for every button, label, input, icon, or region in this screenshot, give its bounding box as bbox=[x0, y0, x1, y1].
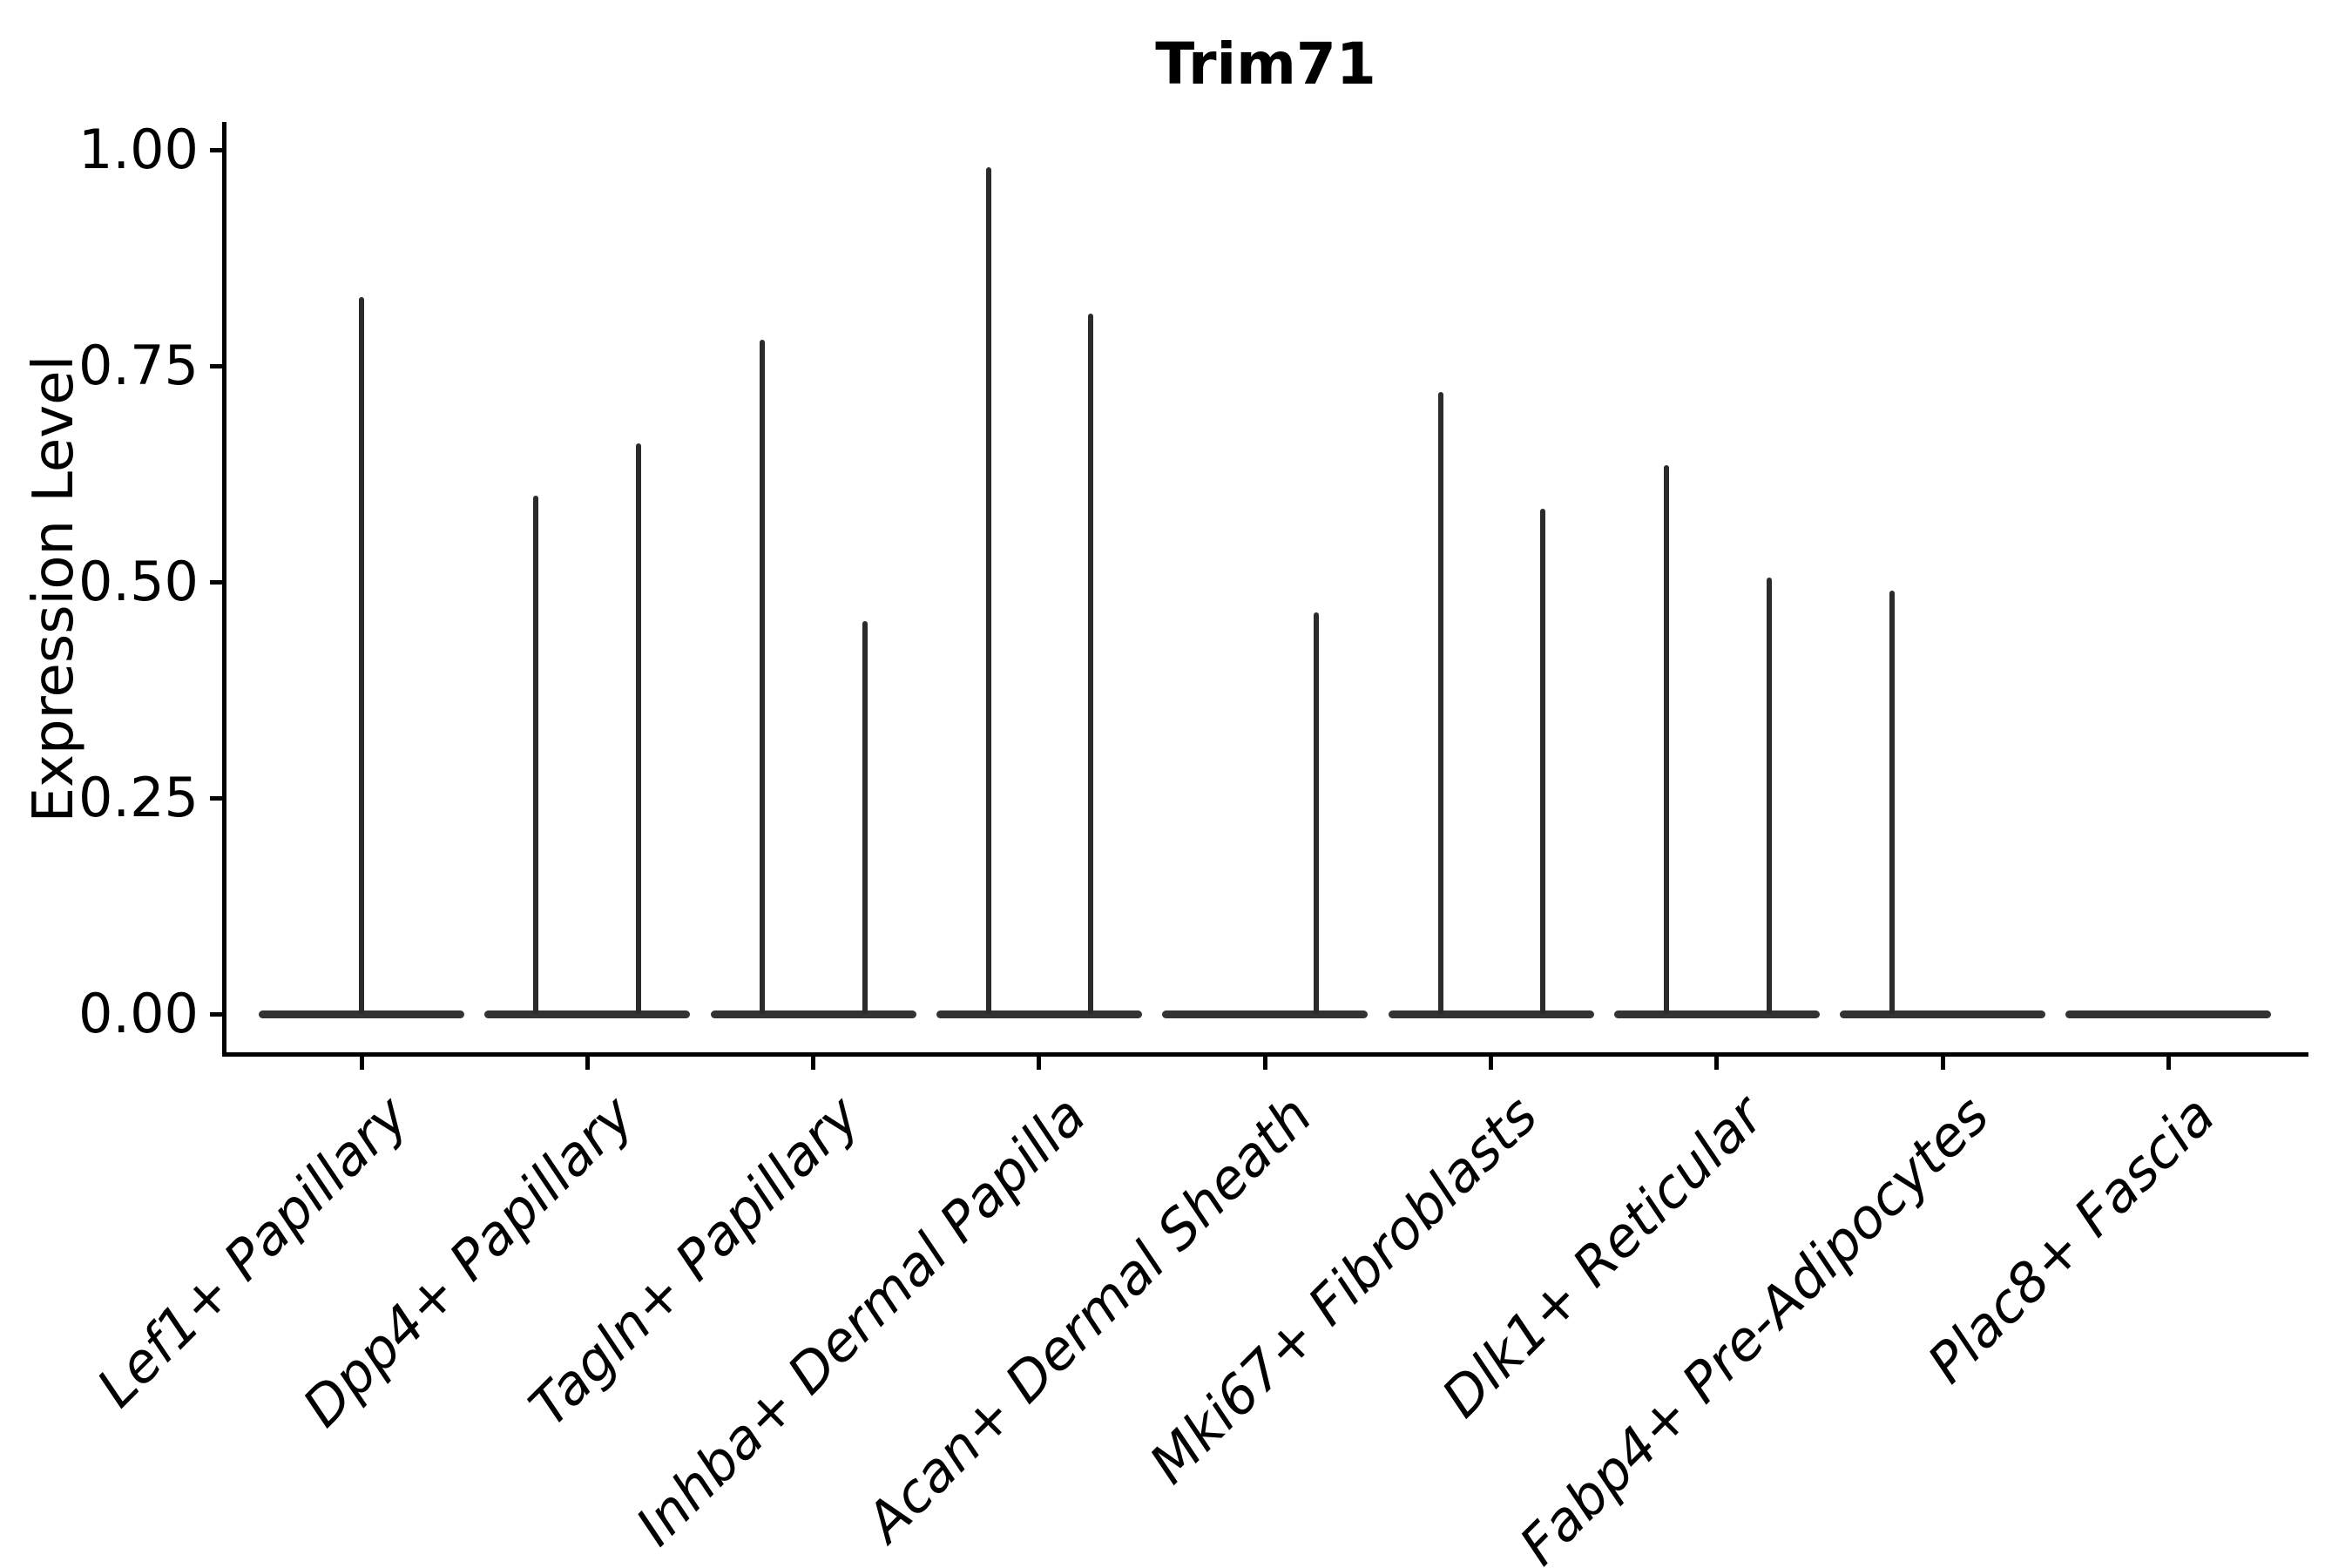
x-category-label: Inhba+ Dermal Papilla bbox=[623, 1083, 1098, 1558]
violin-base bbox=[1840, 1010, 2046, 1018]
y-tick bbox=[210, 795, 224, 801]
y-tick-label: 0.25 bbox=[78, 766, 199, 829]
x-category-label: Mki67+ Fibroblasts bbox=[1137, 1083, 1550, 1497]
x-tick bbox=[1037, 1055, 1042, 1070]
violin-needle bbox=[862, 620, 868, 1014]
violin-needle bbox=[1539, 508, 1545, 1014]
y-tick-label: 0.50 bbox=[78, 550, 199, 613]
y-tick bbox=[210, 579, 224, 585]
y-tick-label: 0.00 bbox=[78, 982, 199, 1045]
x-category-label: Fabp4+ Pre-Adipocytes bbox=[1507, 1083, 2002, 1568]
y-tick-label: 1.00 bbox=[78, 118, 199, 181]
y-tick-label: 0.75 bbox=[78, 334, 199, 397]
chart-title: Trim71 bbox=[1155, 30, 1376, 98]
x-tick bbox=[359, 1055, 364, 1070]
violin-needle bbox=[1087, 314, 1093, 1014]
violin-needle bbox=[1437, 391, 1443, 1014]
violin-needle bbox=[985, 166, 991, 1014]
x-tick bbox=[1940, 1055, 1945, 1070]
violin-needle bbox=[359, 296, 364, 1014]
x-tick bbox=[2166, 1055, 2171, 1070]
violin-base bbox=[1613, 1010, 1820, 1018]
x-category-label: Acan+ Dermal Sheath bbox=[853, 1083, 1324, 1554]
violin-needle bbox=[1314, 612, 1320, 1014]
violin-needle bbox=[1889, 590, 1896, 1014]
x-tick bbox=[1714, 1055, 1720, 1070]
violin-needle bbox=[1766, 578, 1772, 1014]
violin-needle bbox=[533, 495, 539, 1014]
violin-needle bbox=[636, 443, 642, 1014]
x-tick bbox=[1489, 1055, 1493, 1070]
violin-base bbox=[259, 1010, 464, 1018]
violin-base bbox=[2065, 1010, 2272, 1018]
violin-base bbox=[710, 1010, 916, 1018]
violin-base bbox=[1388, 1010, 1594, 1018]
violin-base bbox=[1162, 1010, 1369, 1018]
y-tick bbox=[210, 363, 224, 368]
y-axis-line bbox=[222, 122, 226, 1057]
violin-needle bbox=[759, 340, 765, 1014]
violin-base bbox=[484, 1010, 691, 1018]
x-tick bbox=[585, 1055, 590, 1070]
x-tick bbox=[1262, 1055, 1267, 1070]
x-tick bbox=[811, 1055, 816, 1070]
violin-base bbox=[936, 1010, 1142, 1018]
y-tick bbox=[210, 1011, 224, 1017]
x-axis-line bbox=[222, 1052, 2308, 1057]
y-tick bbox=[210, 147, 224, 152]
violin-needle bbox=[1663, 465, 1669, 1014]
